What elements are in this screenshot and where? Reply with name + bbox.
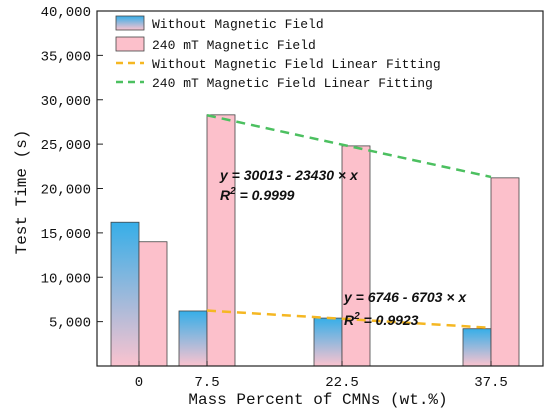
fit-line-without [206, 309, 492, 330]
y-tick-label: 5,000 [49, 316, 91, 332]
bar-240mt-37.5 [490, 177, 520, 367]
y-tick-label: 40,000 [41, 5, 91, 21]
bar-240mt-22.5 [341, 145, 371, 367]
annotation-240mt: y = 30013 - 23430 × x R2 = 0.9999 [219, 167, 359, 203]
annotation-r2: R2 = 0.9923 [344, 311, 419, 328]
y-tick-label: 35,000 [41, 49, 91, 65]
y-tick-label: 30,000 [41, 94, 91, 110]
legend-swatch-without [115, 15, 145, 31]
bar-without-37.5 [462, 328, 492, 367]
legend-swatch-240mt [115, 36, 145, 52]
x-tick-label: 7.5 [194, 375, 219, 391]
y-tick-label: 15,000 [41, 227, 91, 243]
bar-240mt-7.5 [206, 114, 236, 367]
legend: Without Magnetic Field 240 mT Magnetic F… [115, 15, 441, 91]
bar-without-22.5 [313, 317, 343, 367]
annotation-without: y = 6746 - 6703 × x R2 = 0.9923 [343, 289, 467, 328]
annotation-equation: y = 6746 - 6703 × x [343, 289, 467, 305]
legend-label-240mt: 240 mT Magnetic Field [152, 38, 316, 53]
fit-line-240mt [206, 114, 492, 179]
x-tick-label: 0 [135, 375, 143, 391]
x-axis-title: Mass Percent of CMNs (wt.%) [188, 391, 447, 409]
y-tick-label: 25,000 [41, 138, 91, 154]
bar-without-7.5 [178, 310, 208, 367]
bar-240mt-0 [138, 241, 168, 367]
x-tick-label: 22.5 [325, 375, 359, 391]
y-tick-label: 20,000 [41, 183, 91, 199]
bar-without-0 [110, 221, 140, 367]
annotation-r2: R2 = 0.9999 [220, 186, 295, 203]
y-tick-label: 10,000 [41, 271, 91, 287]
legend-label-without-fit: Without Magnetic Field Linear Fitting [152, 57, 441, 72]
y-axis-title: Test Time (s) [13, 130, 31, 255]
x-tick-label: 37.5 [474, 375, 508, 391]
legend-label-without: Without Magnetic Field [152, 17, 324, 32]
legend-label-240mt-fit: 240 mT Magnetic Field Linear Fitting [152, 76, 433, 91]
annotation-equation: y = 30013 - 23430 × x [219, 167, 359, 183]
